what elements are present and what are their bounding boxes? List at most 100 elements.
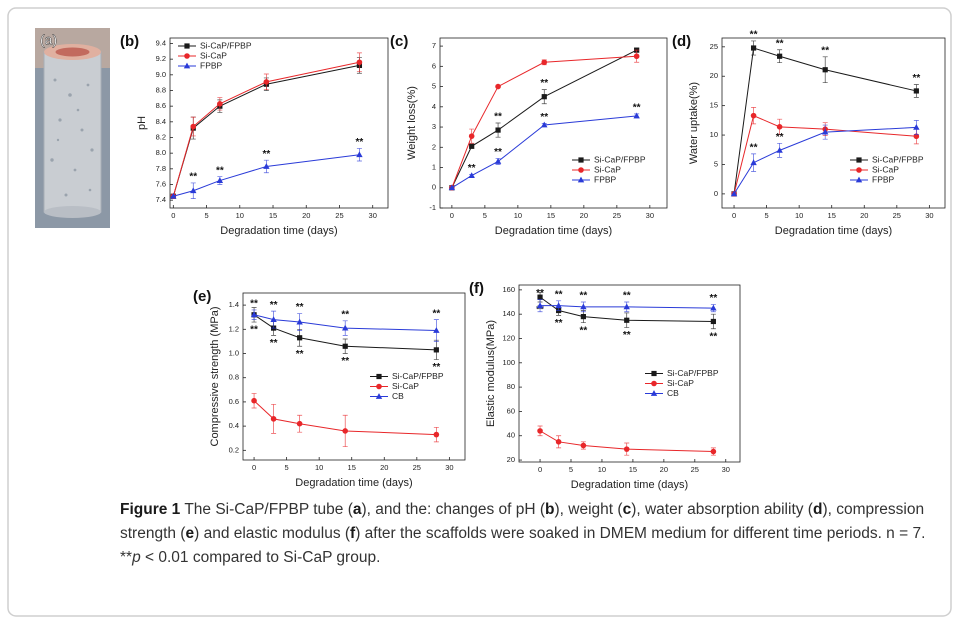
x-tick-label: 0: [450, 211, 454, 220]
marker: [190, 123, 197, 130]
marker: [342, 343, 348, 349]
marker: [536, 302, 544, 309]
marker: [468, 133, 475, 139]
significance-mark: **: [468, 163, 476, 174]
legend-marker: [856, 157, 862, 163]
y-tick-label: 0: [714, 189, 718, 198]
significance-mark: **: [216, 165, 224, 176]
significance-mark: **: [821, 45, 829, 56]
marker: [270, 316, 277, 323]
y-tick-label: 7.4: [156, 195, 166, 204]
legend-marker: [184, 43, 190, 49]
legend-label: CB: [392, 391, 404, 401]
marker: [263, 163, 270, 169]
x-tick-label: 25: [691, 465, 699, 474]
x-tick-label: 0: [252, 463, 256, 472]
y-tick-label: -1: [429, 203, 436, 212]
frame: [7, 7, 952, 617]
significance-mark: **: [623, 291, 631, 302]
y-tick-label: 8.8: [156, 85, 166, 94]
x-tick-label: 10: [795, 211, 803, 220]
marker: [296, 420, 303, 427]
x-tick-label: 25: [413, 463, 421, 472]
x-tick-label: 25: [893, 211, 901, 220]
caption-text: ), weight (: [554, 501, 623, 518]
marker: [624, 317, 630, 323]
significance-mark: **: [494, 147, 502, 158]
y-tick-label: 10: [710, 130, 718, 139]
legend-marker: [184, 53, 190, 59]
y-axis-label: Water uptake(%): [688, 82, 700, 164]
significance-mark: **: [189, 172, 197, 183]
y-axis-label: pH: [136, 116, 148, 130]
marker: [913, 133, 920, 140]
y-tick-label: 5: [432, 82, 436, 91]
y-tick-label: 9.0: [156, 70, 166, 79]
x-tick-label: 20: [580, 211, 588, 220]
significance-mark: **: [555, 289, 563, 300]
legend-label: FPBP: [872, 174, 895, 184]
legend-label: Si-CaP/FPBP: [667, 368, 719, 378]
caption-ref: e: [185, 525, 195, 542]
y-tick-label: 8.6: [156, 101, 166, 110]
marker: [190, 187, 197, 194]
x-tick-label: 5: [285, 463, 289, 472]
figure-label: Figure 1: [120, 501, 181, 518]
significance-mark: **: [250, 325, 258, 336]
y-tick-label: 80: [507, 382, 515, 391]
caption-text: The Si-CaP/FPBP tube (: [180, 501, 353, 518]
y-tick-label: 0.4: [229, 421, 239, 430]
panel-label: (d): [672, 33, 691, 50]
significance-mark: **: [536, 288, 544, 299]
caption: Figure 1 The Si-CaP/FPBP tube (a), and t…: [120, 498, 935, 570]
x-tick-label: 30: [369, 211, 377, 220]
x-tick-label: 20: [302, 211, 310, 220]
legend-label: Si-CaP/FPBP: [594, 154, 646, 164]
significance-mark: **: [494, 112, 502, 123]
y-tick-label: 1.2: [229, 324, 239, 333]
legend-marker: [650, 390, 658, 396]
panel-label: (f): [469, 280, 484, 297]
marker: [541, 94, 547, 100]
caption-text: ) after the scaffolds were soaked in DME…: [120, 525, 926, 566]
y-tick-label: 9.4: [156, 38, 166, 47]
marker: [913, 88, 919, 94]
y-tick-label: 8.0: [156, 148, 166, 157]
marker: [580, 303, 587, 310]
significance-mark: **: [270, 338, 278, 349]
caption-text: ), water absorption ability (: [631, 501, 813, 518]
marker: [541, 121, 548, 128]
x-tick-label: 15: [629, 465, 637, 474]
legend-label: Si-CaP/FPBP: [872, 154, 924, 164]
plot-frame: [721, 37, 946, 209]
significance-mark: **: [432, 362, 440, 373]
significance-mark: **: [776, 38, 784, 49]
caption-ref: c: [622, 501, 632, 518]
legend-marker: [855, 176, 863, 183]
y-tick-label: 5: [714, 159, 718, 168]
y-tick-label: 0.8: [229, 373, 239, 382]
marker: [216, 177, 224, 183]
significance-mark: **: [296, 349, 304, 360]
marker: [251, 397, 257, 404]
y-tick-label: 20: [507, 455, 515, 464]
x-tick-label: 30: [646, 211, 654, 220]
marker: [250, 311, 258, 318]
marker: [433, 347, 439, 353]
marker: [296, 318, 303, 325]
marker: [623, 303, 630, 310]
x-tick-label: 15: [348, 463, 356, 472]
marker: [710, 448, 717, 455]
y-tick-label: 1.4: [229, 300, 239, 309]
marker: [297, 335, 303, 341]
caption-text: < 0.01 compared to Si-CaP group.: [140, 549, 381, 566]
x-tick-label: 25: [335, 211, 343, 220]
caption-text: ) and elastic modulus (: [194, 525, 351, 542]
significance-mark: **: [579, 325, 587, 336]
marker: [776, 124, 783, 130]
marker: [495, 127, 501, 133]
legend-label: CB: [667, 388, 679, 398]
marker: [730, 190, 738, 197]
y-tick-label: 2: [432, 142, 436, 151]
x-tick-label: 20: [860, 211, 868, 220]
